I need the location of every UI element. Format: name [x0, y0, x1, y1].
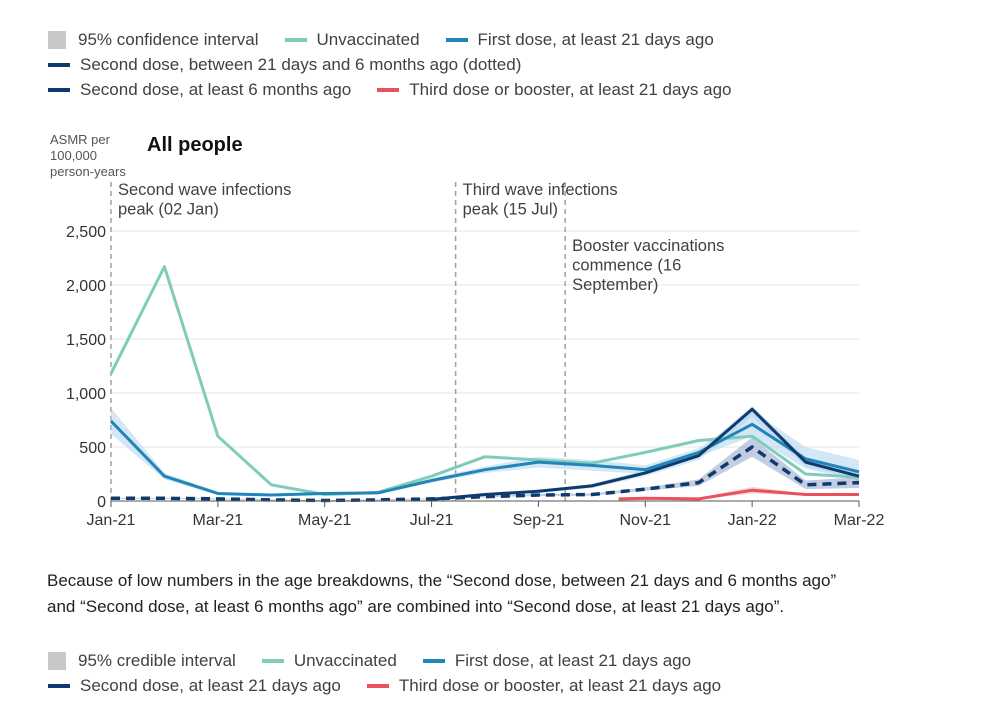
legend-label: Unvaccinated: [293, 651, 397, 670]
x-tick-label: Sep-21: [513, 512, 565, 529]
unvaccinated-line: [109, 265, 860, 497]
y-axis-label-line-1: ASMR per: [50, 132, 111, 147]
legend-item-second-dose-dotted[interactable]: Second dose, between 21 days and 6 month…: [48, 55, 521, 75]
legend-label: Third dose or booster, at least 21 days …: [409, 80, 732, 99]
axes: 0 500 1,000 1,500 2,000 2,500 Jan-21 Mar-21 May-…: [66, 224, 884, 529]
legend-item-third-dose[interactable]: Third dose or booster, at least 21 days …: [377, 80, 732, 100]
unvaccinated-swatch: [261, 659, 284, 663]
legend-bottom-row-2: Second dose, at least 21 days ago Third …: [48, 676, 747, 696]
ci-swatch: [48, 31, 66, 49]
legend-label: First dose, at least 21 days ago: [454, 651, 692, 670]
legend-item-unvaccinated[interactable]: Unvaccinated: [284, 30, 420, 50]
x-tick-label: Mar-22: [834, 512, 885, 529]
third-dose-line: [618, 488, 859, 501]
first-dose-swatch: [422, 659, 445, 663]
legend-label: First dose, at least 21 days ago: [477, 30, 714, 49]
legend-item-ci[interactable]: 95% confidence interval: [48, 30, 259, 50]
second-dose-dotted-swatch: [48, 63, 70, 67]
series-lines: [109, 265, 860, 503]
credible-swatch: [48, 652, 66, 670]
legend-item-third-dose-bottom[interactable]: Third dose or booster, at least 21 days …: [366, 676, 722, 696]
x-tick-label: Jul-21: [410, 512, 454, 529]
annotation-text: peak (02 Jan): [118, 201, 219, 219]
annotation-text: peak (15 Jul): [463, 201, 558, 219]
confidence-bands: [111, 405, 859, 501]
legend-item-second-dose-bottom[interactable]: Second dose, at least 21 days ago: [48, 676, 341, 696]
legend-item-credible-interval[interactable]: 95% credible interval: [48, 651, 236, 671]
legend-item-unvaccinated-bottom[interactable]: Unvaccinated: [261, 651, 397, 671]
chart-title: All people: [147, 134, 243, 156]
y-axis-label-line-3: person-years: [50, 164, 126, 179]
unvaccinated-swatch: [284, 38, 307, 42]
legend-label: Third dose or booster, at least 21 days …: [398, 676, 722, 695]
x-tick-label: Jan-21: [87, 512, 136, 529]
annotation-text: September): [572, 276, 658, 294]
y-tick-label: 1,500: [66, 332, 106, 349]
legend-item-second-dose-6m[interactable]: Second dose, at least 6 months ago: [48, 80, 351, 100]
y-axis-label-line-2: 100,000: [50, 148, 97, 163]
y-tick-label: 500: [79, 440, 106, 457]
y-tick-label: 1,000: [66, 386, 106, 403]
second-dose-6m-line: [431, 407, 860, 501]
first-dose-band: [111, 408, 859, 497]
legend-label: Second dose, between 21 days and 6 month…: [80, 55, 522, 74]
legend-label: Second dose, at least 6 months ago: [80, 80, 352, 99]
first-dose-swatch: [445, 38, 468, 42]
legend-item-first-dose[interactable]: First dose, at least 21 days ago: [445, 30, 714, 50]
x-tick-label: Mar-21: [193, 512, 244, 529]
legend-item-first-dose-bottom[interactable]: First dose, at least 21 days ago: [422, 651, 692, 671]
x-tick-label: Jan-22: [728, 512, 777, 529]
gridlines: [111, 230, 859, 448]
x-tick-label: Nov-21: [619, 512, 671, 529]
legend-label: Second dose, at least 21 days ago: [80, 676, 341, 695]
y-tick-label: 2,500: [66, 224, 106, 241]
annotation-text: Booster vaccinations: [572, 237, 724, 255]
y-tick-label: 0: [97, 494, 106, 511]
legend-bottom-row-1: 95% credible interval Unvaccinated First…: [48, 651, 717, 671]
third-dose-swatch: [366, 684, 389, 688]
x-tick-label: May-21: [298, 512, 351, 529]
legend-label: 95% credible interval: [78, 651, 236, 670]
annotation-text: commence (16: [572, 257, 681, 275]
first-dose-line: [109, 420, 860, 497]
legend-top-row-1: 95% confidence interval Unvaccinated Fir…: [48, 30, 740, 50]
annotation-text: Second wave infections: [118, 181, 291, 199]
legend-top-row-2: Second dose, between 21 days and 6 month…: [48, 55, 547, 75]
second-dose-dotted-line: [111, 445, 860, 503]
annotations: Second wave infections peak (02 Jan) Third…: [110, 181, 724, 501]
y-tick-label: 2,000: [66, 278, 106, 295]
second-dose-6m-swatch: [48, 88, 70, 92]
note-line-2: and “Second dose, at least 6 months ago”…: [47, 597, 785, 616]
asmr-line-chart: ASMR per 100,000 person-years All people…: [50, 132, 884, 529]
second-dose-swatch: [48, 684, 70, 688]
legend-top-row-3: Second dose, at least 6 months ago Third…: [48, 80, 758, 100]
note-line-1: Because of low numbers in the age breakd…: [47, 571, 837, 590]
third-dose-swatch: [377, 88, 400, 92]
annotation-text: Third wave infections: [463, 181, 618, 199]
legend-label: 95% confidence interval: [78, 30, 259, 49]
legend-label: Unvaccinated: [316, 30, 420, 49]
